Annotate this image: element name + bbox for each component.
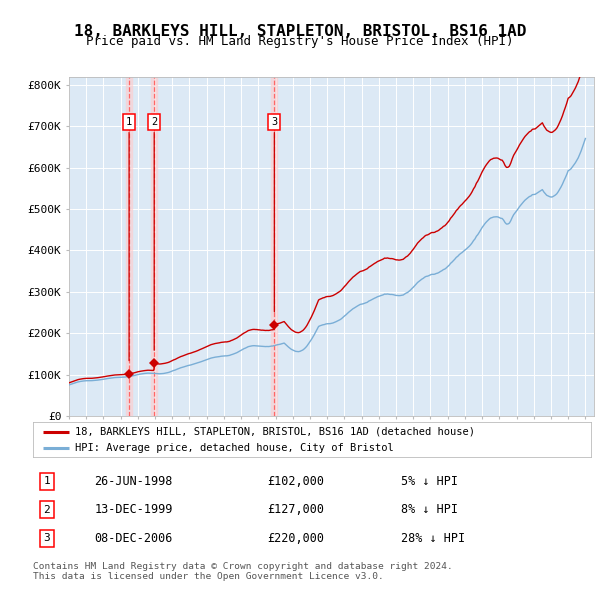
Text: This data is licensed under the Open Government Licence v3.0.: This data is licensed under the Open Gov… xyxy=(33,572,384,581)
Text: 1: 1 xyxy=(126,117,132,127)
Text: £127,000: £127,000 xyxy=(268,503,325,516)
Text: 5% ↓ HPI: 5% ↓ HPI xyxy=(401,474,458,487)
Text: 3: 3 xyxy=(271,117,277,127)
Text: 08-DEC-2006: 08-DEC-2006 xyxy=(94,532,173,545)
Text: Price paid vs. HM Land Registry's House Price Index (HPI): Price paid vs. HM Land Registry's House … xyxy=(86,35,514,48)
Text: 2: 2 xyxy=(44,505,50,514)
Text: Contains HM Land Registry data © Crown copyright and database right 2024.: Contains HM Land Registry data © Crown c… xyxy=(33,562,453,571)
Text: 28% ↓ HPI: 28% ↓ HPI xyxy=(401,532,466,545)
Bar xyxy=(151,77,157,416)
Text: 8% ↓ HPI: 8% ↓ HPI xyxy=(401,503,458,516)
Text: 2: 2 xyxy=(151,117,157,127)
Text: 3: 3 xyxy=(44,533,50,543)
Bar xyxy=(126,77,132,416)
Text: £102,000: £102,000 xyxy=(268,474,325,487)
Text: 1: 1 xyxy=(44,476,50,486)
Text: £220,000: £220,000 xyxy=(268,532,325,545)
Text: 26-JUN-1998: 26-JUN-1998 xyxy=(94,474,173,487)
Bar xyxy=(271,77,277,416)
Text: HPI: Average price, detached house, City of Bristol: HPI: Average price, detached house, City… xyxy=(75,444,394,453)
Text: 18, BARKLEYS HILL, STAPLETON, BRISTOL, BS16 1AD: 18, BARKLEYS HILL, STAPLETON, BRISTOL, B… xyxy=(74,24,526,38)
Text: 13-DEC-1999: 13-DEC-1999 xyxy=(94,503,173,516)
Text: 18, BARKLEYS HILL, STAPLETON, BRISTOL, BS16 1AD (detached house): 18, BARKLEYS HILL, STAPLETON, BRISTOL, B… xyxy=(75,427,475,437)
